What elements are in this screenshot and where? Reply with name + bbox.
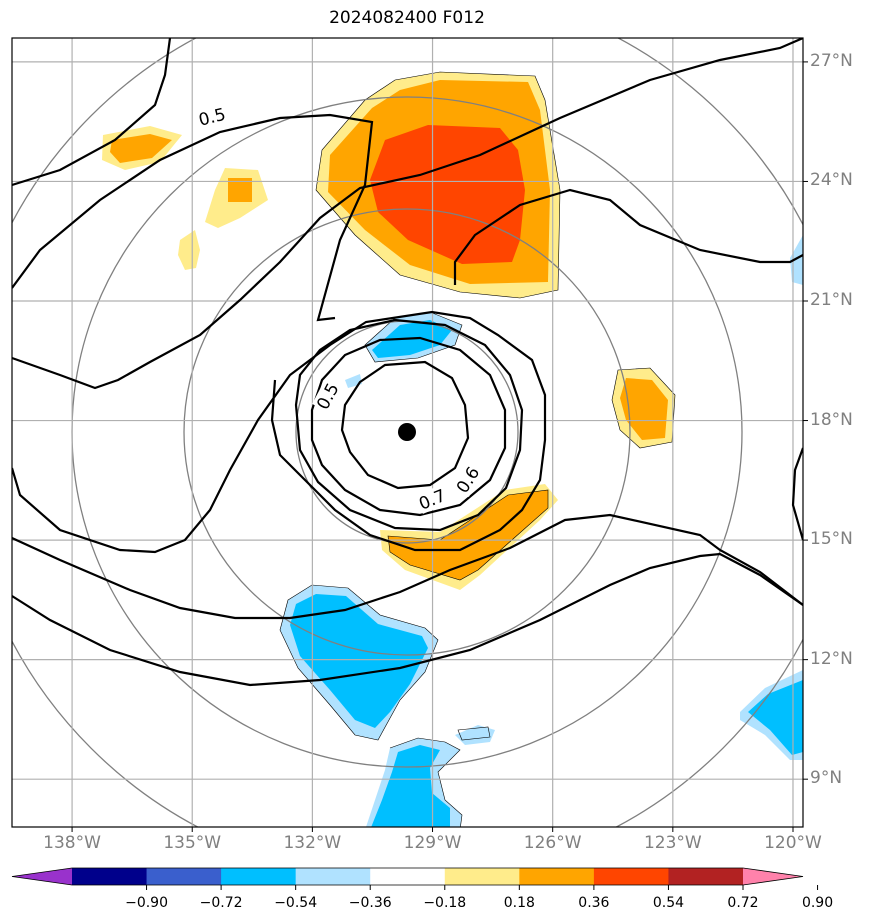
colorbar-segment [519, 868, 595, 885]
lat-tick-label: 15°N [810, 529, 853, 550]
colorbar-tick-label: 0.18 [503, 895, 535, 911]
map-panel: 0.5 0.5 0.70.6 [12, 38, 803, 827]
contour-ring-3 [310, 336, 507, 517]
map-frame [11, 37, 804, 828]
lon-tick-label: 138°W [43, 833, 101, 853]
lon-tick-label: 132°W [283, 833, 342, 853]
lon-tick-label: 123°W [643, 833, 702, 853]
contour-south-1 [12, 513, 803, 620]
colorbar-tick-label: 0.90 [801, 895, 834, 911]
colorbar-tick-label: −0.36 [348, 895, 392, 911]
contour-east-edge [791, 447, 803, 541]
colorbar-segment [593, 868, 669, 885]
storm-center-marker [398, 423, 416, 441]
contour-label: 0.7 [416, 486, 449, 515]
colorbar-outline [11, 867, 804, 886]
lat-tick-label: 18°N [810, 409, 853, 430]
colorbar-extend-high [743, 868, 803, 885]
colorbar-segment [295, 868, 371, 885]
warm-anomaly-ne-core [370, 125, 525, 264]
contour-outer-ring [12, 310, 547, 554]
chart-title: 2024082400 F012 [329, 8, 485, 28]
lon-tick-label: 129°W [403, 833, 462, 853]
warm-anomaly-w3 [178, 230, 200, 270]
colorbar-segment [370, 868, 446, 885]
colorbar-tick-label: −0.54 [274, 895, 318, 911]
cold-anomaly-sw-core [290, 594, 428, 728]
contour-lines [12, 38, 803, 687]
colorbar-tick-label: 0.36 [578, 895, 610, 911]
lon-tick-label: 135°W [163, 833, 222, 853]
contour-label: 0.6 [453, 464, 484, 498]
contour-ring-2 [294, 318, 524, 532]
range-ring-2 [183, 208, 631, 656]
lat-tick-label: 9°N [810, 768, 843, 789]
colorbar-tick-label: −0.90 [125, 895, 168, 911]
contour-label: 0.5 [313, 380, 343, 413]
colorbar-tick-label: −0.18 [423, 895, 467, 911]
colorbar-segment [668, 868, 744, 885]
contour-north-flow [12, 38, 803, 390]
colorbar-tick-label: −0.72 [199, 895, 243, 911]
colorbar-extend-low [12, 868, 72, 885]
contour-ring-4 [340, 360, 470, 490]
colorbar-tick-label: 0.54 [652, 895, 685, 911]
colorbar [11, 867, 819, 890]
contour-nw-arc [12, 113, 374, 322]
contour-ne-ridge [453, 188, 803, 285]
lat-tick-label: 12°N [810, 648, 853, 669]
lat-tick-label: 24°N [810, 170, 853, 191]
graticule [12, 38, 803, 827]
cold-anomaly-s-core [371, 745, 450, 827]
lat-tick-label: 21°N [810, 290, 853, 310]
contour-south-2 [12, 552, 803, 687]
colorbar-segment [72, 868, 148, 885]
colorbar-segment [221, 868, 297, 885]
cold-anomaly-se-core [748, 680, 803, 755]
lon-tick-label: 126°W [523, 833, 582, 853]
lon-tick-label: 120°W [764, 833, 822, 853]
contour-top-left [12, 38, 172, 187]
colorbar-segment [444, 868, 520, 885]
colorbar-segment [146, 868, 222, 885]
lat-tick-label: 27°N [810, 50, 853, 71]
shaded-anomaly-fields [102, 71, 803, 827]
contour-label: 0.5 [197, 105, 228, 131]
colorbar-tick-label: 0.72 [727, 895, 759, 911]
